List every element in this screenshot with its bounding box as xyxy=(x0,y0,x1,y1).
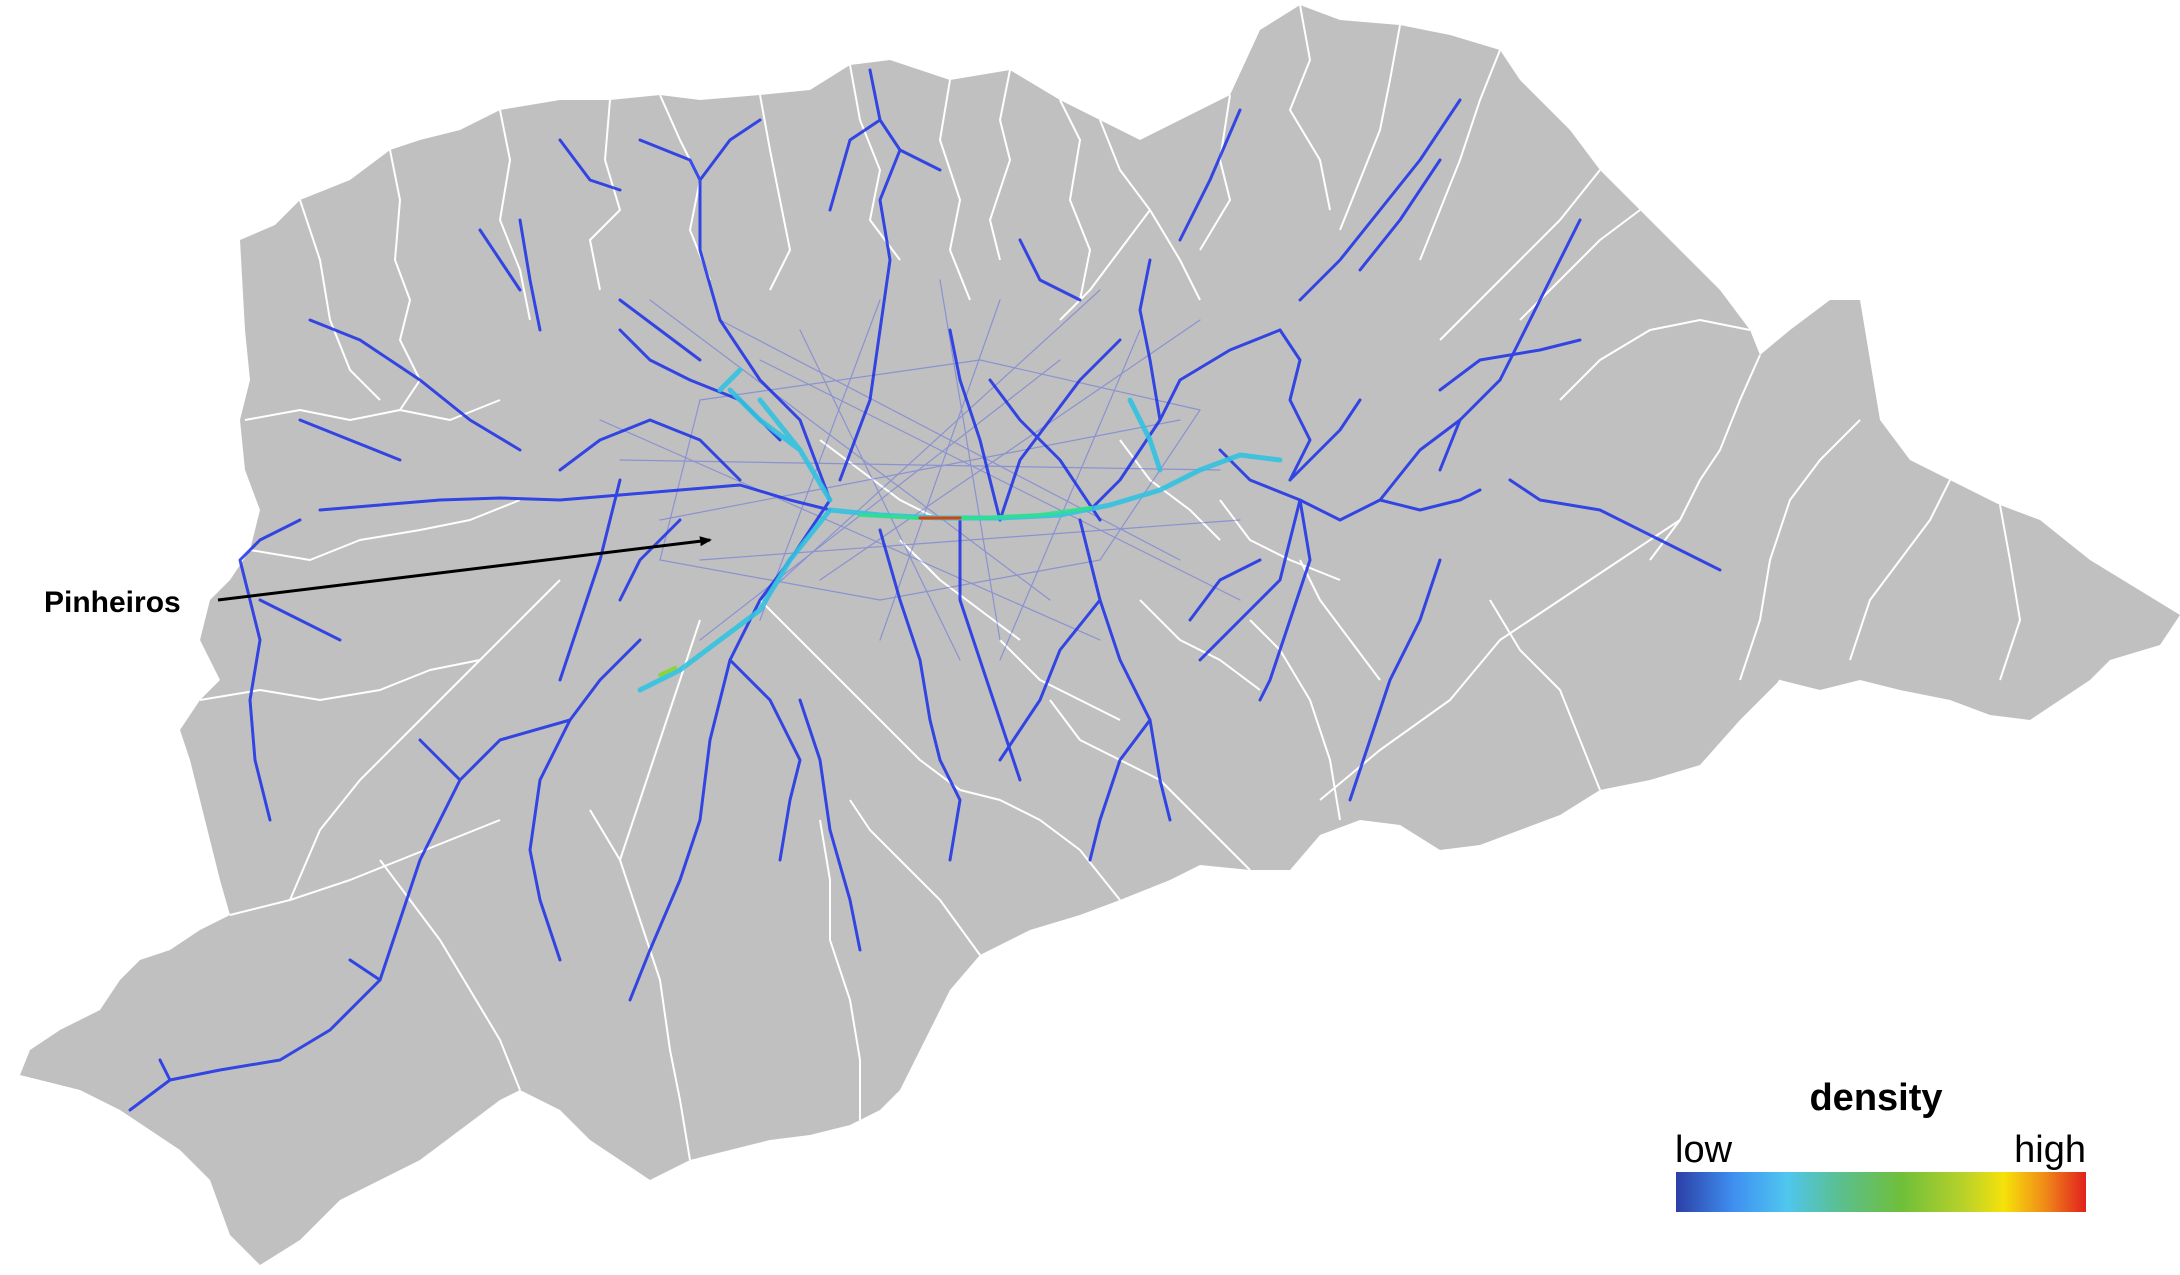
flow-network xyxy=(128,68,1722,1112)
legend-low-label: low xyxy=(1675,1129,1733,1171)
flow-haze xyxy=(599,279,1241,661)
legend-gradient-bar xyxy=(1676,1172,2086,1212)
density-legend: density low high xyxy=(1675,1077,2086,1212)
callout-pinheiros: Pinheiros xyxy=(44,536,712,619)
flow-high xyxy=(858,506,1092,520)
legend-title: density xyxy=(1809,1077,1942,1119)
legend-high-label: high xyxy=(2014,1129,2086,1171)
callout-arrow xyxy=(217,536,712,602)
flow-secondary-peak xyxy=(658,666,677,677)
callout-label: Pinheiros xyxy=(44,586,181,619)
region-outline xyxy=(20,5,2180,1265)
district-borders xyxy=(199,4,2021,1161)
